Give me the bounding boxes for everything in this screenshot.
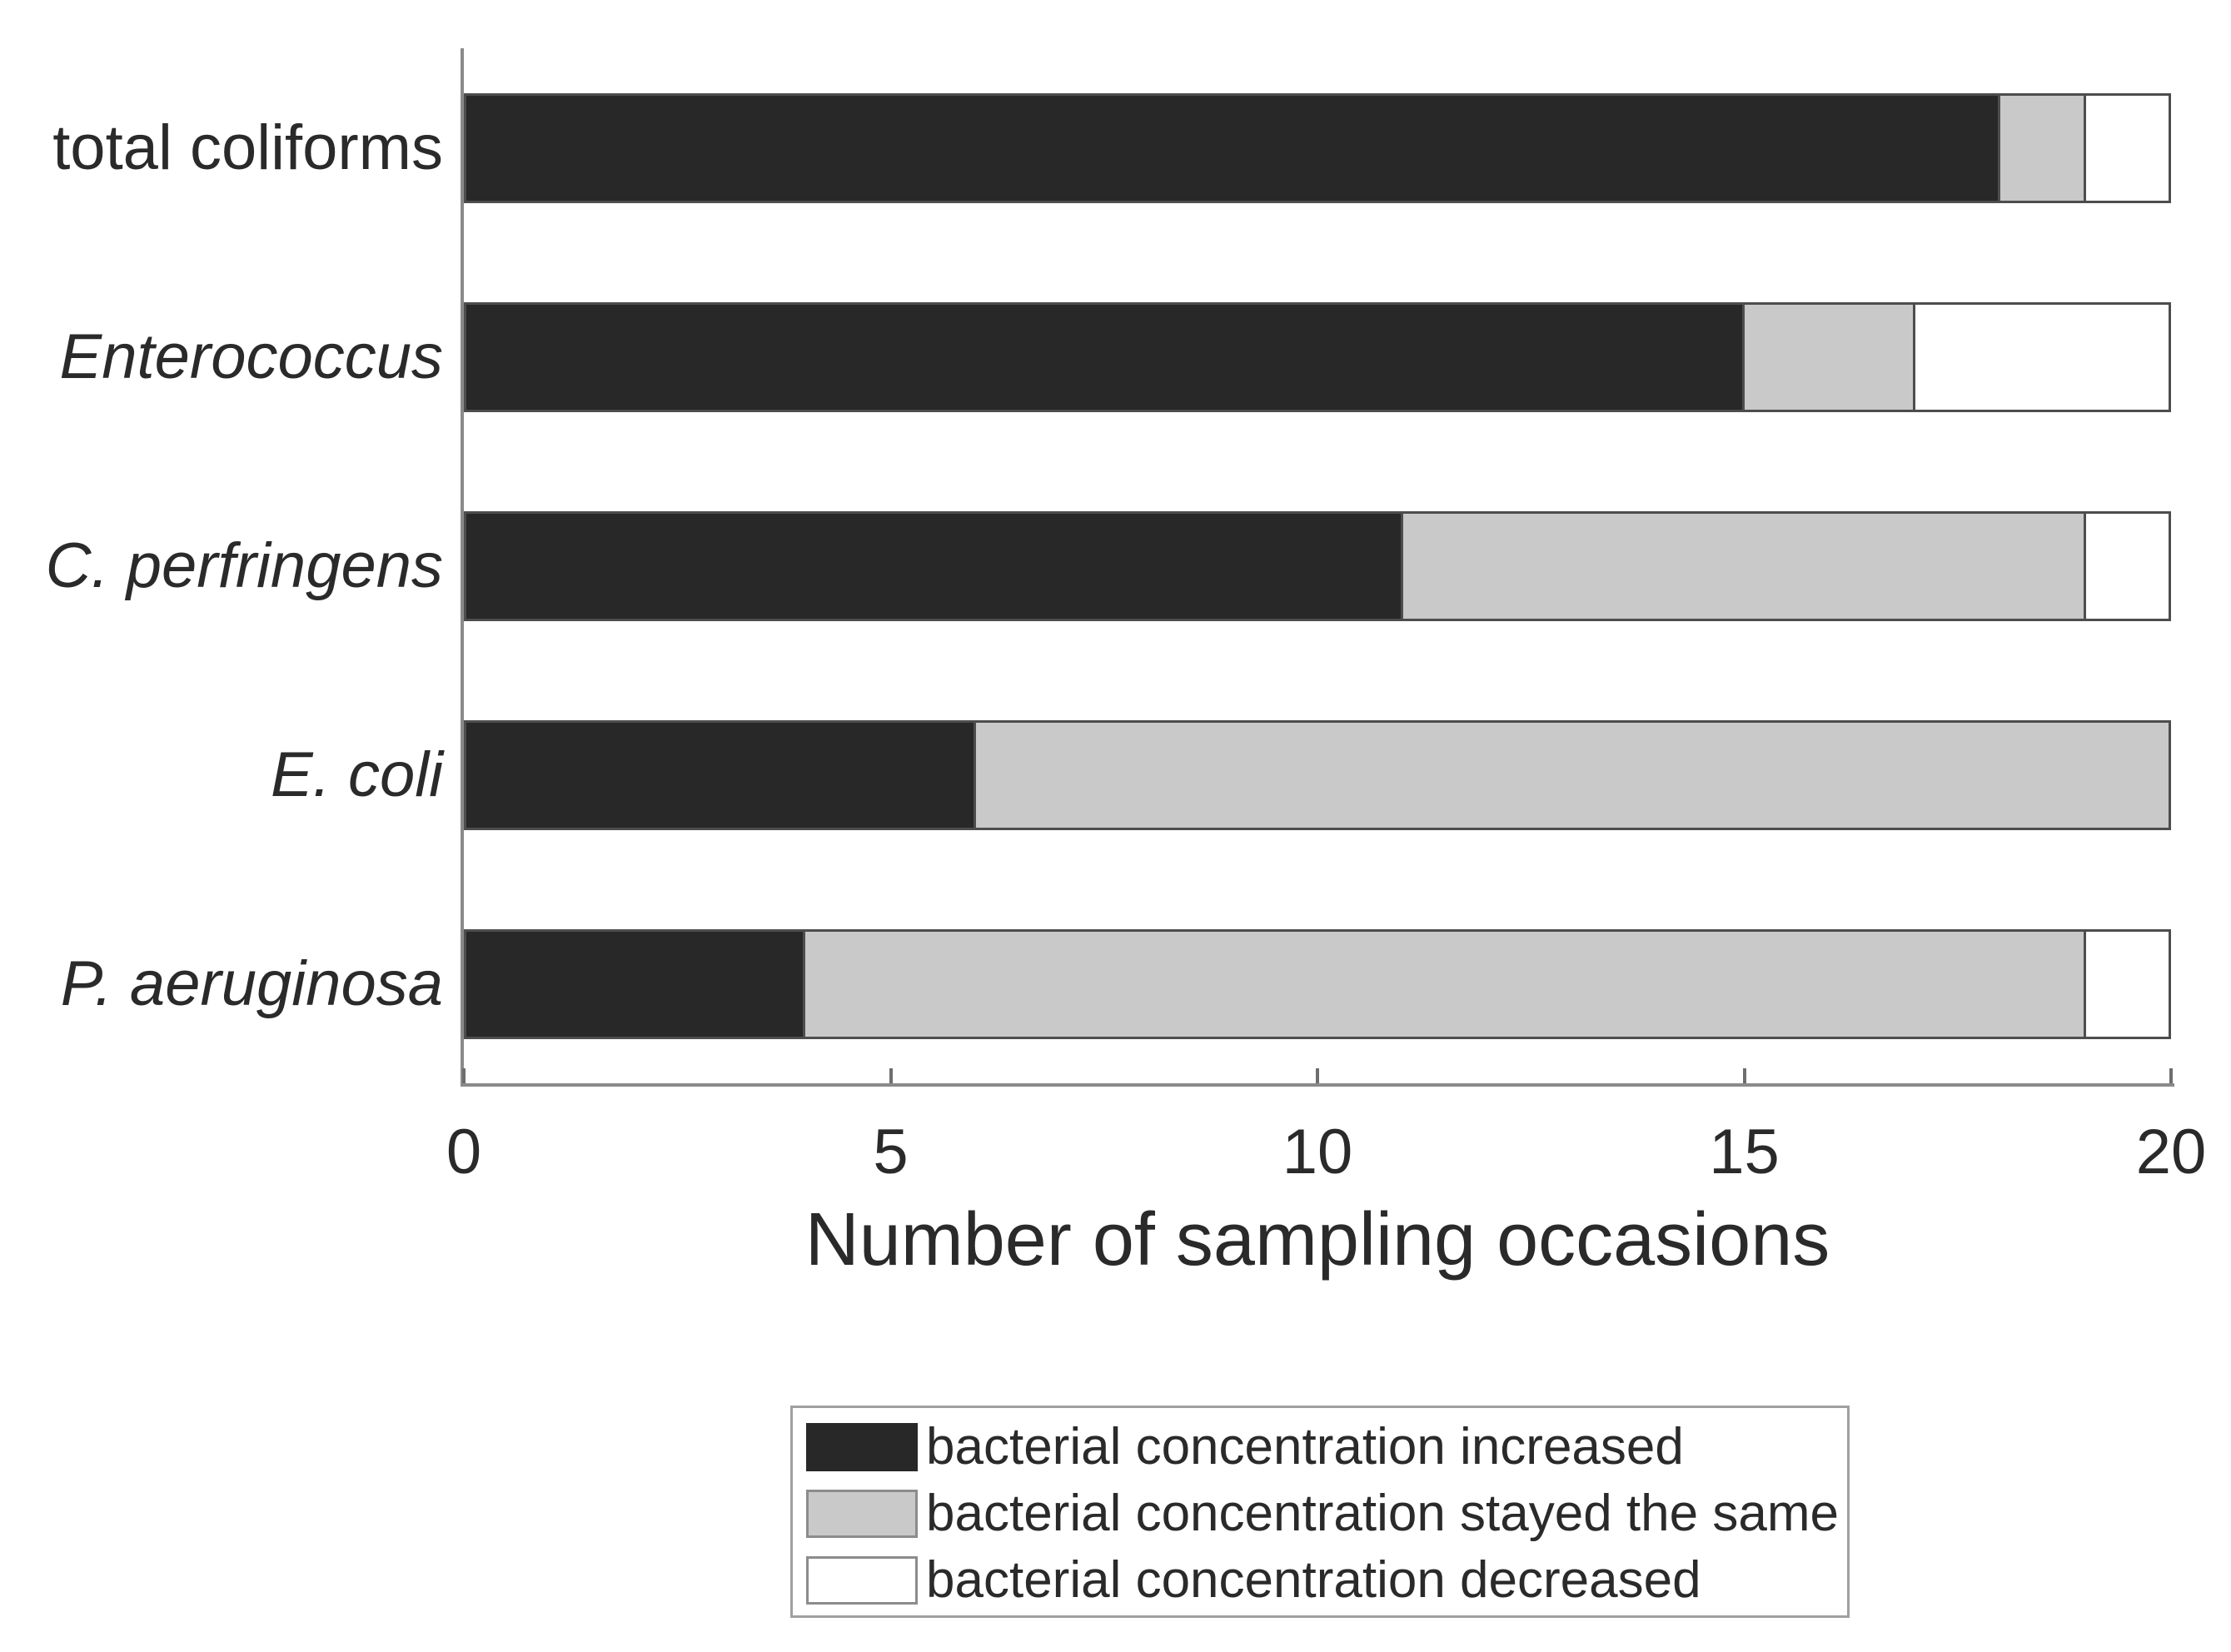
legend-swatch-increased bbox=[806, 1423, 918, 1471]
bar-segment-decreased bbox=[1912, 302, 2171, 412]
x-axis-line bbox=[461, 1083, 2174, 1087]
x-axis-tick bbox=[2169, 1068, 2173, 1083]
bar-segment-decreased bbox=[2083, 929, 2171, 1039]
legend-label: bacterial concentration decreased bbox=[926, 1551, 1701, 1609]
legend-swatch-stayed-the-same bbox=[806, 1490, 918, 1538]
x-tick-label: 20 bbox=[2135, 1117, 2207, 1187]
bar-segment-increased bbox=[464, 93, 2000, 203]
x-axis-title: Number of sampling occasions bbox=[804, 1198, 1830, 1281]
bar-segment-decreased bbox=[2083, 511, 2171, 621]
bar-segment-increased bbox=[464, 511, 1403, 621]
category-label: E. coli bbox=[271, 739, 443, 810]
x-axis-tick bbox=[1316, 1068, 1319, 1083]
bar-segment-increased bbox=[464, 302, 1745, 412]
bar-segment-stayed-the-same bbox=[1998, 93, 2086, 203]
bar-segment-increased bbox=[464, 929, 805, 1039]
y-axis-line bbox=[461, 48, 464, 1087]
x-axis-tick bbox=[462, 1068, 466, 1083]
legend-item-stayed-the-same: bacterial concentration stayed the same bbox=[806, 1485, 1839, 1542]
category-label: total coliforms bbox=[52, 112, 443, 183]
bar-segment-increased bbox=[464, 720, 976, 830]
category-label: C. perfringens bbox=[45, 530, 443, 601]
x-tick-label: 10 bbox=[1282, 1117, 1353, 1187]
bar-segment-stayed-the-same bbox=[803, 929, 2086, 1039]
legend-item-decreased: bacterial concentration decreased bbox=[806, 1551, 1701, 1609]
bar-segment-decreased bbox=[2083, 93, 2171, 203]
bar-segment-stayed-the-same bbox=[1741, 302, 1915, 412]
category-label: P. aeruginosa bbox=[60, 948, 443, 1019]
x-tick-label: 0 bbox=[446, 1117, 482, 1187]
x-axis-tick bbox=[889, 1068, 893, 1083]
bar-segment-stayed-the-same bbox=[974, 720, 2171, 830]
x-tick-label: 15 bbox=[1709, 1117, 1780, 1187]
x-tick-label: 5 bbox=[873, 1117, 909, 1187]
legend: bacterial concentration increased bacteri… bbox=[790, 1406, 1850, 1618]
x-axis-tick bbox=[1742, 1068, 1746, 1083]
legend-label: bacterial concentration increased bbox=[926, 1418, 1684, 1475]
legend-item-increased: bacterial concentration increased bbox=[806, 1418, 1684, 1475]
legend-label: bacterial concentration stayed the same bbox=[926, 1485, 1839, 1542]
bar-segment-stayed-the-same bbox=[1400, 511, 2086, 621]
category-label: Enterococcus bbox=[59, 321, 443, 392]
legend-swatch-decreased bbox=[806, 1556, 918, 1605]
